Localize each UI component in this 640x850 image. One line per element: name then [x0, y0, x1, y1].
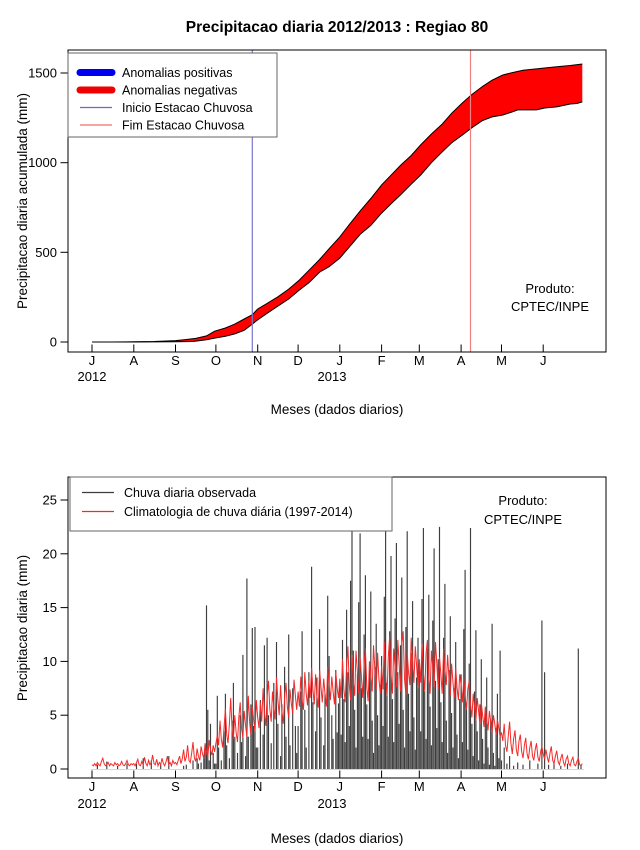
month-tick-label: O — [211, 353, 221, 368]
y-tick-label: 25 — [43, 493, 57, 508]
month-tick-label: J — [89, 779, 96, 794]
produto-label-line2: CPTEC/INPE — [484, 512, 562, 527]
plot-box — [67, 49, 607, 353]
y-axis-label: Precipitacao diaria acumulada (mm) — [15, 93, 30, 309]
y-tick-label: 20 — [43, 546, 57, 561]
y-tick-label: 500 — [35, 245, 57, 260]
month-tick-label: D — [293, 353, 302, 368]
accumulated-precipitation-chart: Precipitacao diaria 2012/2013 : Regiao 8… — [15, 19, 607, 417]
month-tick-label: J — [337, 779, 344, 794]
y-tick-label: 1000 — [28, 155, 57, 170]
month-tick-label: A — [457, 353, 466, 368]
legend-label-anomalias-positivas: Anomalias positivas — [122, 66, 232, 80]
month-tick-label: S — [171, 353, 180, 368]
y-tick-label: 5 — [50, 708, 57, 723]
daily-chart-plot-area: J A S O N D J F M A M J 0 5 10 15 20 25 — [43, 493, 584, 794]
daily-precipitation-chart: J A S O N D J F M A M J 0 5 10 15 20 25 Precipitacao diar… — [15, 476, 607, 846]
month-tick-label: J — [540, 353, 547, 368]
month-tick-label: S — [171, 779, 180, 794]
produto-label-line2: CPTEC/INPE — [511, 299, 589, 314]
x-axis-label: Meses (dados diarios) — [271, 831, 404, 846]
legend-label-fim-estacao: Fim Estacao Chuvosa — [122, 119, 244, 133]
legend: Chuva diaria observada Climatologia de c… — [69, 476, 393, 532]
y-tick-label: 10 — [43, 654, 57, 669]
year-label-2013: 2013 — [318, 796, 347, 811]
legend-label-chuva-observada: Chuva diaria observada — [124, 486, 256, 500]
legend-label-climatologia: Climatologia de chuva diária (1997-2014) — [124, 505, 353, 519]
year-label-2012: 2012 — [78, 369, 107, 384]
month-tick-label: F — [378, 779, 386, 794]
legend-label-anomalias-negativas: Anomalias negativas — [122, 84, 237, 98]
y-tick-label: 0 — [50, 335, 57, 350]
month-tick-label: A — [129, 779, 138, 794]
observed-cumulative-line — [92, 101, 583, 343]
chart-title: Precipitacao diaria 2012/2013 : Regiao 8… — [186, 19, 488, 36]
month-tick-label: A — [129, 353, 138, 368]
month-tick-label: M — [496, 779, 507, 794]
legend-box — [69, 476, 393, 532]
y-tick-label: 0 — [50, 762, 57, 777]
month-tick-label: M — [414, 353, 425, 368]
month-tick-label: D — [293, 779, 302, 794]
produto-label-line1: Produto: — [498, 493, 547, 508]
month-tick-label: J — [540, 779, 547, 794]
year-label-2013: 2013 — [318, 369, 347, 384]
produto-label-line1: Produto: — [525, 281, 574, 296]
climatology-cumulative-line — [92, 63, 583, 343]
month-tick-label: J — [337, 353, 344, 368]
negative-anomaly-band — [92, 64, 583, 342]
month-tick-label: O — [211, 779, 221, 794]
legend: Anomalias positivas Anomalias negativas … — [67, 52, 278, 138]
legend-label-inicio-estacao: Inicio Estacao Chuvosa — [122, 101, 253, 115]
month-tick-label: J — [89, 353, 96, 368]
month-tick-label: A — [457, 779, 466, 794]
year-label-2012: 2012 — [78, 796, 107, 811]
accumulated-chart-plot-area: J A S O N D J F M A M J 0 500 1000 1500 — [28, 50, 583, 368]
month-tick-label: F — [378, 353, 386, 368]
month-tick-label: M — [496, 353, 507, 368]
y-axis-label: Precipitacao diaria (mm) — [15, 555, 30, 701]
y-tick-label: 1500 — [28, 66, 57, 81]
y-tick-label: 15 — [43, 600, 57, 615]
climatology-daily-line — [91, 631, 583, 768]
x-axis-label: Meses (dados diarios) — [271, 402, 404, 417]
month-tick-label: N — [253, 779, 262, 794]
month-tick-label: N — [253, 353, 262, 368]
legend-box — [67, 52, 278, 138]
month-tick-label: M — [414, 779, 425, 794]
